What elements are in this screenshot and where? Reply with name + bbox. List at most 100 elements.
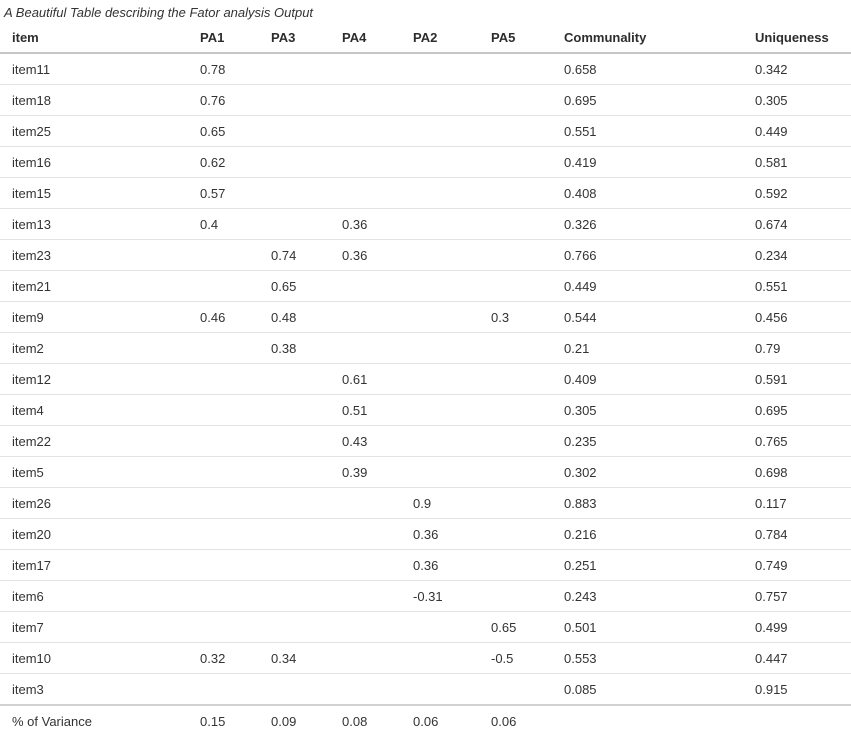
table-cell xyxy=(491,363,564,395)
table-cell xyxy=(491,487,564,519)
column-header-pa4: PA4 xyxy=(342,23,413,54)
table-cell xyxy=(342,487,413,519)
table-cell: 0.553 xyxy=(564,642,755,674)
table-cell xyxy=(271,394,342,426)
table-cell: 0.326 xyxy=(564,208,755,240)
table-cell xyxy=(200,580,271,612)
table-cell: -0.31 xyxy=(413,580,491,612)
row-label: item25 xyxy=(0,115,200,147)
table-cell: 0.216 xyxy=(564,518,755,550)
row-label: item15 xyxy=(0,177,200,209)
table-cell xyxy=(342,115,413,147)
table-cell: 0.76 xyxy=(200,84,271,116)
table-row: item13 0.4 0.36 0.326 0.674 xyxy=(0,208,851,240)
table-cell: 0.449 xyxy=(564,270,755,302)
table-cell xyxy=(200,425,271,457)
table-cell xyxy=(271,208,342,240)
table-cell xyxy=(491,580,564,612)
table-cell xyxy=(491,53,564,85)
table-cell: 0.456 xyxy=(755,301,851,333)
table-row: item16 0.62 0.419 0.581 xyxy=(0,146,851,178)
table-cell: 0.39 xyxy=(342,456,413,488)
table-cell xyxy=(200,394,271,426)
table-cell xyxy=(413,301,491,333)
table-cell xyxy=(413,53,491,85)
table-cell xyxy=(413,239,491,271)
table-cell: 0.544 xyxy=(564,301,755,333)
table-cell xyxy=(413,146,491,178)
table-cell xyxy=(342,53,413,85)
table-row: item2 0.38 0.21 0.79 xyxy=(0,332,851,364)
table-cell xyxy=(413,642,491,674)
table-cell xyxy=(413,456,491,488)
table-cell xyxy=(342,177,413,209)
table-cell: 0.784 xyxy=(755,518,851,550)
table-cell: 0.38 xyxy=(271,332,342,364)
table-cell: 0.9 xyxy=(413,487,491,519)
table-cell xyxy=(271,115,342,147)
table-cell: 0.06 xyxy=(413,704,491,736)
column-header-pa2: PA2 xyxy=(413,23,491,54)
row-label: item22 xyxy=(0,425,200,457)
table-cell: 0.234 xyxy=(755,239,851,271)
table-cell xyxy=(200,611,271,643)
table-row: item4 0.51 0.305 0.695 xyxy=(0,394,851,426)
table-cell: 0.36 xyxy=(342,239,413,271)
table-cell: 0.08 xyxy=(342,704,413,736)
row-label: item6 xyxy=(0,580,200,612)
table-cell: 0.408 xyxy=(564,177,755,209)
table-cell xyxy=(342,549,413,581)
table-cell xyxy=(271,518,342,550)
table-cell: 0.32 xyxy=(200,642,271,674)
row-label: item26 xyxy=(0,487,200,519)
column-header-communality: Communality xyxy=(564,23,755,54)
table-cell xyxy=(491,177,564,209)
table-cell: 0.499 xyxy=(755,611,851,643)
table-cell: 0.06 xyxy=(491,704,564,736)
table-cell: 0.592 xyxy=(755,177,851,209)
table-cell xyxy=(200,518,271,550)
table-cell xyxy=(491,673,564,706)
table-cell: 0.449 xyxy=(755,115,851,147)
row-label: item23 xyxy=(0,239,200,271)
table-cell: 0.883 xyxy=(564,487,755,519)
table-cell: 0.591 xyxy=(755,363,851,395)
table-cell: 0.36 xyxy=(342,208,413,240)
table-cell xyxy=(491,270,564,302)
table-row: item15 0.57 0.408 0.592 xyxy=(0,177,851,209)
table-cell: 0.447 xyxy=(755,642,851,674)
table-cell: 0.551 xyxy=(564,115,755,147)
column-header-pa3: PA3 xyxy=(271,23,342,54)
table-cell: 0.51 xyxy=(342,394,413,426)
table-cell: 0.46 xyxy=(200,301,271,333)
table-row: item26 0.9 0.883 0.117 xyxy=(0,487,851,519)
table-cell xyxy=(200,456,271,488)
table-cell xyxy=(271,487,342,519)
table-cell xyxy=(491,146,564,178)
table-cell xyxy=(413,394,491,426)
column-header-pa1: PA1 xyxy=(200,23,271,54)
table-cell xyxy=(342,518,413,550)
table-cell: 0.674 xyxy=(755,208,851,240)
table-cell: 0.695 xyxy=(564,84,755,116)
table-cell xyxy=(413,84,491,116)
table-cell: 0.61 xyxy=(342,363,413,395)
row-label: item2 xyxy=(0,332,200,364)
row-label: item20 xyxy=(0,518,200,550)
table-row: item5 0.39 0.302 0.698 xyxy=(0,456,851,488)
table-row: item11 0.78 0.658 0.342 xyxy=(0,53,851,85)
table-cell xyxy=(271,673,342,706)
table-cell: 0.21 xyxy=(564,332,755,364)
table-cell: 0.15 xyxy=(200,704,271,736)
table-cell: 0.766 xyxy=(564,239,755,271)
table-cell xyxy=(491,239,564,271)
table-row: item20 0.36 0.216 0.784 xyxy=(0,518,851,550)
table-row: item10 0.32 0.34 -0.5 0.553 0.447 xyxy=(0,642,851,674)
table-cell xyxy=(271,84,342,116)
row-label: item11 xyxy=(0,53,200,85)
table-cell: 0.749 xyxy=(755,549,851,581)
header-row: item PA1 PA3 PA4 PA2 PA5 Communality Uniqueness xyxy=(0,23,851,54)
table-cell: 0.409 xyxy=(564,363,755,395)
row-label: item12 xyxy=(0,363,200,395)
table-cell: 0.695 xyxy=(755,394,851,426)
